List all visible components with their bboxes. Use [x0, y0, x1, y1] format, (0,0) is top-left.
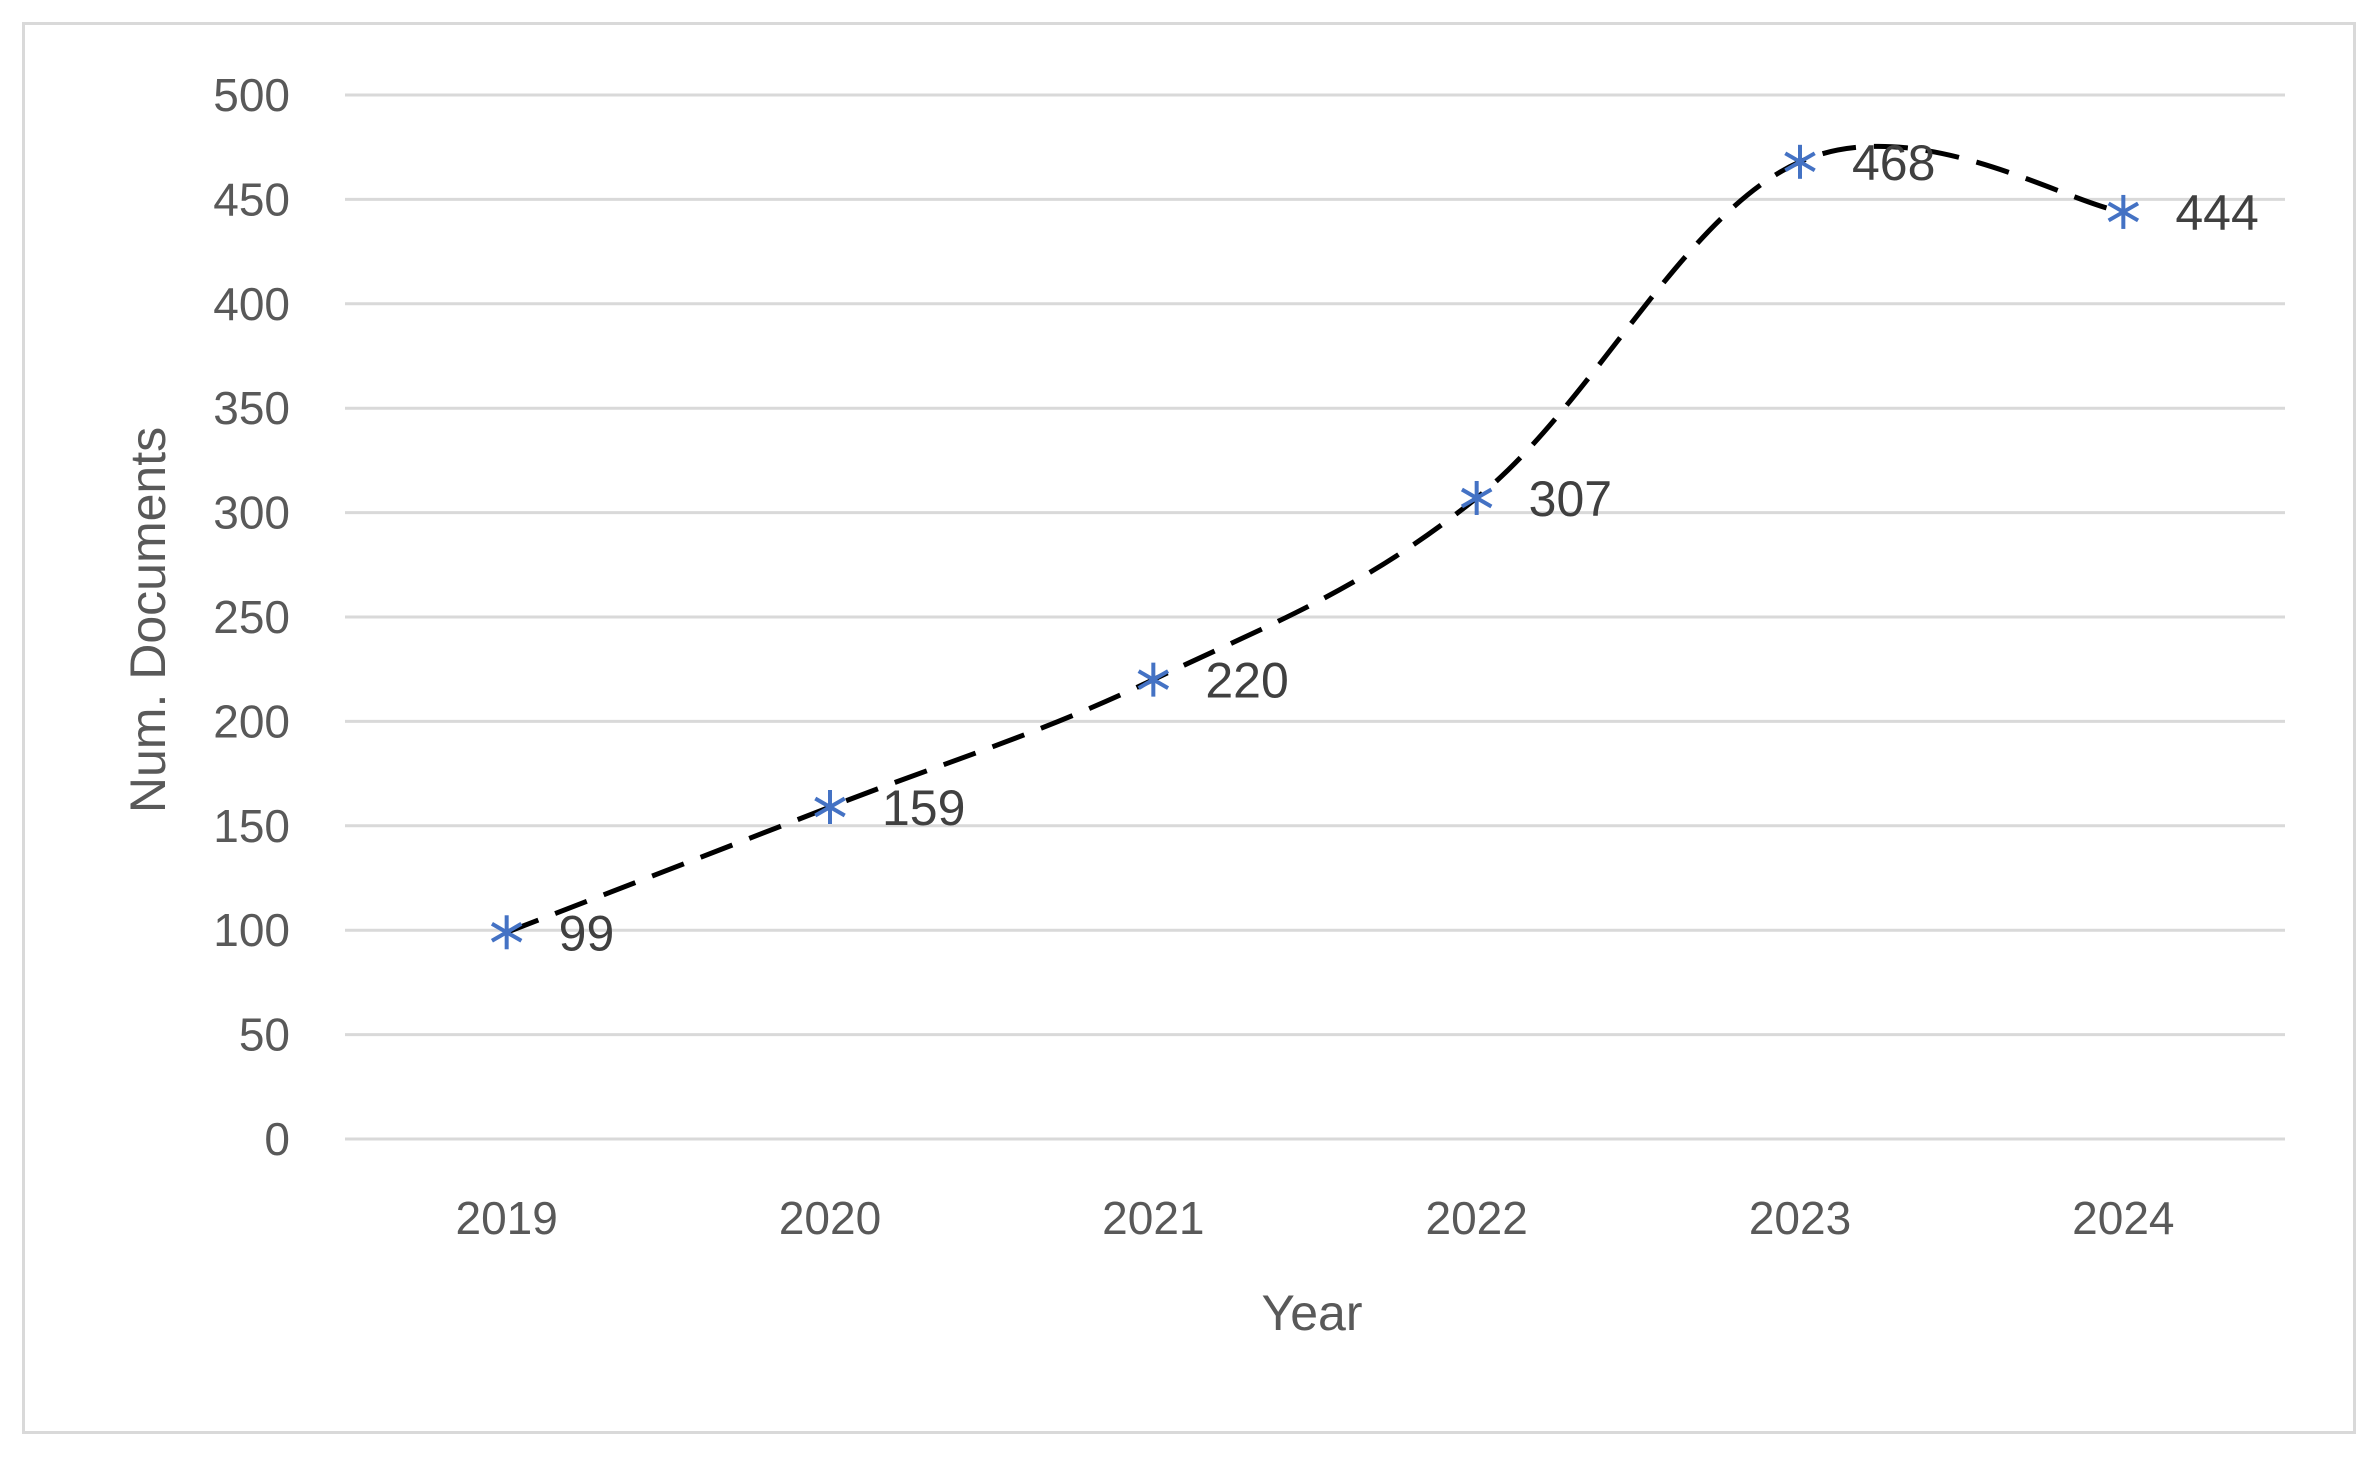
y-tick-label: 450 [213, 173, 290, 225]
data-point-marker [1460, 480, 1493, 515]
x-tick-label: 2023 [1749, 1192, 1851, 1244]
x-axis-title: Year [1261, 1285, 1362, 1341]
y-tick-label: 100 [213, 904, 290, 956]
data-point-marker [490, 915, 523, 950]
data-label: 444 [2175, 185, 2258, 241]
y-tick-label: 0 [264, 1113, 290, 1165]
data-markers [490, 144, 2140, 950]
y-tick-label: 400 [213, 278, 290, 330]
data-point-marker [1784, 144, 1816, 179]
data-point-marker [2107, 194, 2140, 229]
y-tick-label: 300 [213, 487, 290, 539]
y-tick-label: 50 [239, 1009, 290, 1061]
y-tick-label: 200 [213, 695, 290, 747]
data-point-marker [814, 790, 846, 825]
y-axis-title: Num. Documents [120, 427, 176, 813]
y-tick-label: 150 [213, 800, 290, 852]
data-label: 220 [1205, 653, 1288, 709]
x-tick-label: 2022 [1425, 1192, 1527, 1244]
data-label: 468 [1852, 135, 1935, 191]
chart-frame [22, 22, 2356, 1434]
x-tick-label: 2024 [2072, 1192, 2174, 1244]
y-axis-tick-labels: 0 50 100 150 200 250 300 350 400 450 500 [213, 69, 290, 1165]
data-label: 159 [882, 780, 965, 836]
x-tick-label: 2019 [455, 1192, 557, 1244]
data-point-marker [1137, 662, 1170, 697]
x-axis-tick-labels: 2019 2020 2021 2022 2023 2024 [455, 1192, 2174, 1244]
gridlines [345, 93, 2285, 1141]
series-line [505, 143, 2124, 935]
data-label: 307 [1529, 471, 1612, 527]
y-tick-label: 250 [213, 591, 290, 643]
data-labels: 99 159 220 307 468 444 [559, 135, 2259, 961]
y-tick-label: 350 [213, 382, 290, 434]
data-label: 99 [559, 905, 615, 961]
x-tick-label: 2020 [779, 1192, 881, 1244]
y-tick-label: 500 [213, 69, 290, 121]
x-tick-label: 2021 [1102, 1192, 1204, 1244]
